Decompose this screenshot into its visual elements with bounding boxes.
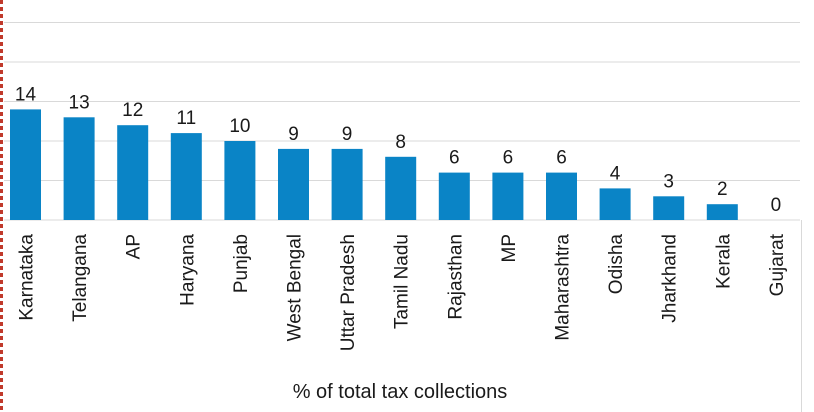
category-tick-label: Rajasthan <box>445 234 466 320</box>
value-label: 10 <box>229 116 250 137</box>
bar-karnataka <box>10 109 41 220</box>
category-tick-label: Maharashtra <box>553 234 574 341</box>
value-label: 11 <box>176 108 196 129</box>
value-label: 2 <box>717 179 728 200</box>
value-labels: 14 13 12 11 10 9 9 8 6 6 6 4 3 2 0 <box>15 84 781 216</box>
value-label: 3 <box>663 171 674 192</box>
value-label: 14 <box>15 84 37 105</box>
bar-tamil-nadu <box>385 156 417 220</box>
value-label: 6 <box>503 148 514 169</box>
category-tick-label: Tamil Nadu <box>392 234 413 329</box>
value-label: 6 <box>556 148 567 169</box>
category-tick-label: Odisha <box>606 234 627 295</box>
category-tick-label: AP <box>124 234 145 259</box>
value-label: 8 <box>395 132 406 153</box>
category-tick-label: Punjab <box>231 234 252 293</box>
bar-jharkhand <box>653 196 685 220</box>
bar-maharashtra <box>546 172 577 220</box>
bar-west-bengal <box>278 148 309 220</box>
bar-kerala <box>706 204 738 220</box>
bar-mp <box>492 172 524 220</box>
value-label: 4 <box>610 163 621 184</box>
right-border <box>801 220 802 412</box>
category-tick-label: Jharkhand <box>660 234 681 323</box>
category-tick-label: Kerala <box>713 234 734 289</box>
category-tick-label: Telangana <box>70 234 91 322</box>
value-label: 9 <box>288 124 299 145</box>
value-label: 13 <box>69 92 90 113</box>
category-tick-label: MP <box>499 234 520 263</box>
category-tick-label: Karnataka <box>17 234 38 321</box>
bar-ap <box>117 125 149 220</box>
category-tick-labels: Karnataka Telangana AP Haryana Punjab West Be… <box>17 233 788 351</box>
category-tick-label: Uttar Pradesh <box>338 234 359 351</box>
bar-rajasthan <box>438 172 470 220</box>
category-tick-label: Gujarat <box>767 233 788 296</box>
category-tick-label: West Bengal <box>285 234 306 341</box>
value-label: 9 <box>342 124 353 145</box>
bar-uttar-pradesh <box>331 148 363 220</box>
x-axis-label: % of total tax collections <box>293 381 508 403</box>
value-label: 12 <box>122 100 143 121</box>
category-tick-label: Haryana <box>177 234 198 306</box>
value-label: 6 <box>449 148 460 169</box>
bar-telangana <box>63 117 95 220</box>
bar-punjab <box>224 141 256 220</box>
bar-haryana <box>170 133 202 220</box>
value-label: 0 <box>771 195 782 216</box>
bar-odisha <box>599 188 631 220</box>
bars <box>10 109 738 220</box>
left-dashed-border <box>0 0 3 412</box>
